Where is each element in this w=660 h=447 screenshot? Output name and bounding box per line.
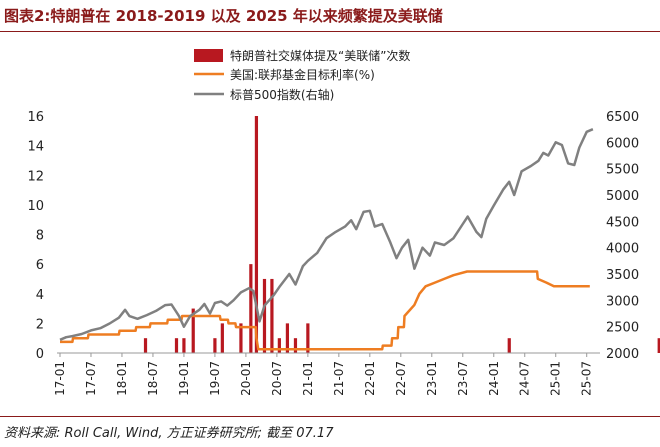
right-tick-label: 6500 [606,110,639,125]
x-tick-label: 25-07 [580,361,594,396]
legend-label-rate: 美国:联邦基金目标利率(%) [230,67,375,82]
chart-title: 图表2:特朗普在 2018-2019 以及 2025 年以来频繁提及美联储 [4,7,443,25]
mention-bar [143,338,148,353]
left-axis-ticks: 0 2 4 6 8 10 12 14 16 [27,110,44,362]
left-tick-label: 12 [27,169,44,184]
right-tick-label: 3000 [606,294,639,309]
legend: 特朗普社交媒体提及“美联储”次数 美国:联邦基金目标利率(%) 标普500指数(… [194,48,410,102]
mention-bar [262,278,267,353]
x-tick-label: 23-07 [456,361,470,396]
right-tick-label: 5500 [606,163,639,178]
x-tick-label: 22-01 [363,361,377,396]
mention-bar [507,338,511,353]
right-tick-label: 3500 [606,268,639,283]
x-tick-label: 20-07 [270,361,284,396]
legend-label-spx: 标普500指数(右轴) [230,87,334,102]
mention-bar [182,338,186,353]
x-tick-label: 17-01 [53,361,67,396]
spx-line [59,128,594,341]
mention-bar [306,323,310,353]
mention-bar [191,308,195,353]
mention-bar [285,323,290,353]
legend-swatch-mentions [194,49,223,62]
source-bar: 资料来源: Roll Call, Wind, 方正证券研究所; 截至 07.17 [0,416,660,447]
right-axis-ticks: 2000 2500 3000 3500 4000 4500 5000 5500 6000 6500 [606,110,639,362]
combo-chart: 特朗普社交媒体提及“美联储”次数 美国:联邦基金目标利率(%) 标普500指数(… [27,48,660,396]
x-tick-label: 21-01 [301,361,315,396]
left-tick-label: 2 [36,317,44,332]
source-note: 资料来源: Roll Call, Wind, 方正证券研究所; 截至 07.17 [4,426,334,441]
mention-bar [249,264,253,353]
x-tick-label: 25-01 [549,361,563,396]
x-tick-label: 19-01 [177,361,191,396]
chart-title-bar: 图表2:特朗普在 2018-2019 以及 2025 年以来频繁提及美联储 [0,0,660,32]
mentions-bars [143,116,660,353]
right-tick-label: 2500 [606,321,639,336]
x-tick-label: 24-01 [487,361,501,396]
left-tick-label: 8 [36,229,44,244]
mention-bar [239,323,243,353]
left-tick-label: 4 [36,288,44,303]
x-tick-label: 18-07 [146,361,160,396]
right-tick-label: 5000 [606,189,639,204]
x-tick-label: 20-01 [239,361,253,396]
mention-bar [213,338,217,353]
x-tick-label: 23-01 [425,361,439,396]
mention-bar [174,338,179,353]
mention-bar [254,116,259,353]
x-tick-label: 21-07 [332,361,346,396]
x-tick-label: 19-07 [208,361,222,396]
left-tick-label: 0 [36,347,44,362]
left-tick-label: 16 [27,110,44,125]
x-tick-label: 18-01 [115,361,129,396]
left-tick-label: 14 [27,140,44,155]
fed-rate-line [60,270,590,351]
left-tick-label: 6 [36,258,44,273]
mention-bar [293,338,298,353]
mention-bar [277,338,281,353]
mention-bar [270,278,274,353]
right-tick-label: 4500 [606,215,639,230]
x-tick-label: 24-07 [518,361,532,396]
x-axis-ticks: 17-01 17-07 18-01 18-07 19-01 19-07 20-01 20-07… [53,353,594,396]
right-tick-label: 6000 [606,136,639,151]
x-tick-label: 22-07 [394,361,408,396]
mention-bar [657,338,660,353]
x-tick-label: 17-07 [84,361,98,396]
right-tick-label: 4000 [606,242,639,257]
mention-bar [220,323,224,353]
legend-label-mentions: 特朗普社交媒体提及“美联储”次数 [230,48,410,63]
left-tick-label: 10 [27,199,44,214]
right-tick-label: 2000 [606,347,639,362]
